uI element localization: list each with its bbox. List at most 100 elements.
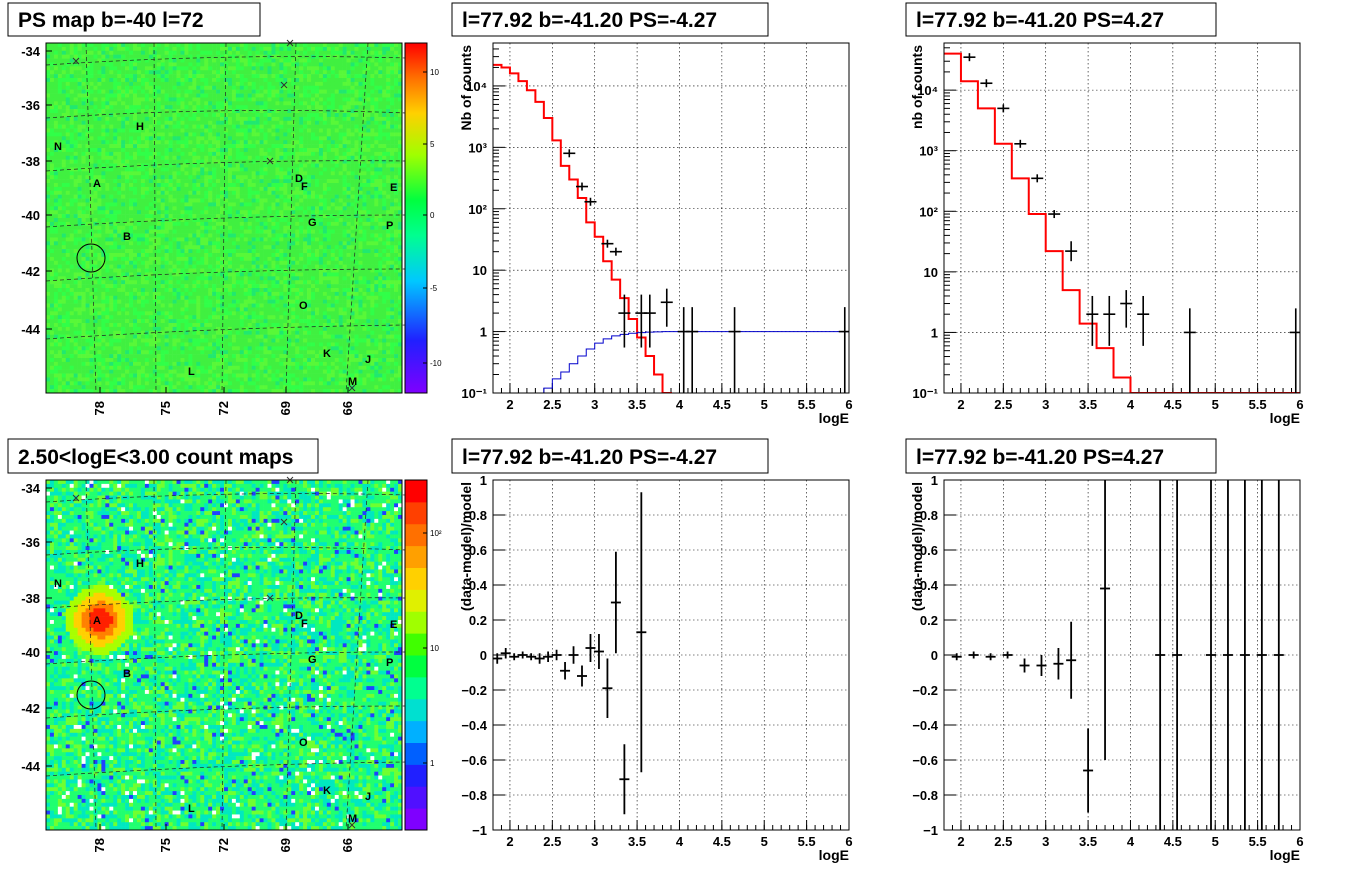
map-pixel <box>97 346 102 351</box>
map-pixel <box>184 280 189 285</box>
map-pixel <box>85 58 90 63</box>
map-pixel <box>247 354 252 359</box>
map-pixel <box>85 167 90 172</box>
map-pixel <box>156 194 162 199</box>
map-pixel <box>61 148 67 153</box>
map-pixel <box>93 338 98 343</box>
map-pixel <box>73 389 78 394</box>
map-pixel <box>117 264 122 269</box>
map-pixel <box>172 264 177 269</box>
map-pixel <box>101 361 106 367</box>
map-pixel <box>180 167 185 172</box>
map-pixel <box>101 140 106 145</box>
map-pixel <box>136 311 142 316</box>
map-pixel <box>172 124 177 129</box>
map-pixel <box>93 350 98 355</box>
map-pixel <box>164 295 169 300</box>
map-pixel <box>172 186 177 192</box>
map-pixel <box>235 272 241 277</box>
map-pixel <box>65 346 71 351</box>
map-pixel <box>69 253 74 258</box>
map-pixel <box>180 385 185 390</box>
map-pixel <box>77 385 82 390</box>
map-pixel <box>247 221 252 227</box>
map-pixel <box>101 272 106 277</box>
map-pixel <box>224 81 229 87</box>
map-pixel <box>168 148 173 153</box>
map-pixel <box>140 342 146 347</box>
map-pixel <box>121 155 126 160</box>
map-pixel <box>125 350 130 355</box>
map-pixel <box>184 101 189 106</box>
map-pixel <box>46 307 51 312</box>
map-pixel <box>224 326 229 332</box>
map-pixel <box>61 303 67 308</box>
map-pixel <box>49 229 55 234</box>
map-pixel <box>140 116 146 122</box>
map-pixel <box>239 295 245 300</box>
map-pixel <box>259 358 264 363</box>
map-pixel <box>101 171 106 176</box>
map-pixel <box>227 105 233 110</box>
map-pixel <box>180 221 185 227</box>
map-pixel <box>49 241 55 246</box>
map-pixel <box>247 210 252 215</box>
map-pixel <box>49 280 55 285</box>
map-pixel <box>93 148 98 153</box>
map-pixel <box>53 338 59 343</box>
map-pixel <box>204 179 209 184</box>
map-pixel <box>263 206 268 211</box>
map-pixel <box>188 151 193 157</box>
map-pixel <box>61 66 67 71</box>
map-pixel <box>93 354 98 359</box>
map-pixel <box>176 291 181 297</box>
map-pixel <box>144 89 150 94</box>
map-pixel <box>235 276 241 281</box>
map-pixel <box>49 326 55 332</box>
map-pixel <box>188 101 193 106</box>
map-pixel <box>192 78 197 83</box>
map-pixel <box>204 132 209 137</box>
map-pixel <box>243 245 249 250</box>
map-pixel <box>89 307 94 312</box>
map-pixel <box>113 295 118 300</box>
map-pixel <box>109 358 114 363</box>
map-pixel <box>144 151 150 157</box>
map-pixel <box>220 284 225 289</box>
map-pixel <box>235 97 241 102</box>
map-pixel <box>46 120 51 125</box>
map-pixel <box>152 268 158 273</box>
map-pixel <box>101 338 106 343</box>
map-pixel <box>196 58 201 63</box>
map-pixel <box>220 291 225 297</box>
map-pixel <box>69 330 74 335</box>
map-pixel <box>224 346 229 351</box>
map-pixel <box>148 338 154 343</box>
map-pixel <box>144 249 150 254</box>
map-pixel <box>208 46 213 52</box>
map-pixel <box>136 330 142 335</box>
map-pixel <box>136 214 142 219</box>
map-pixel <box>216 78 221 83</box>
map-pixel <box>243 233 249 238</box>
map-pixel <box>184 105 189 110</box>
map-pixel <box>255 109 260 114</box>
map-pixel <box>231 171 237 176</box>
map-pixel <box>243 66 249 71</box>
map-pixel <box>77 85 82 90</box>
map-pixel <box>73 155 78 160</box>
map-pixel <box>227 81 233 87</box>
map-pixel <box>89 128 94 133</box>
map-pixel <box>148 319 154 324</box>
map-pixel <box>196 85 201 90</box>
map-pixel <box>65 78 71 83</box>
map-pixel <box>255 97 260 102</box>
map-pixel <box>176 202 181 207</box>
map-pixel <box>97 140 102 145</box>
map-pixel <box>263 46 268 52</box>
map-pixel <box>101 101 106 106</box>
map-pixel <box>77 159 82 164</box>
map-pixel <box>97 116 102 122</box>
map-pixel <box>133 249 138 254</box>
map-pixel <box>208 241 213 246</box>
